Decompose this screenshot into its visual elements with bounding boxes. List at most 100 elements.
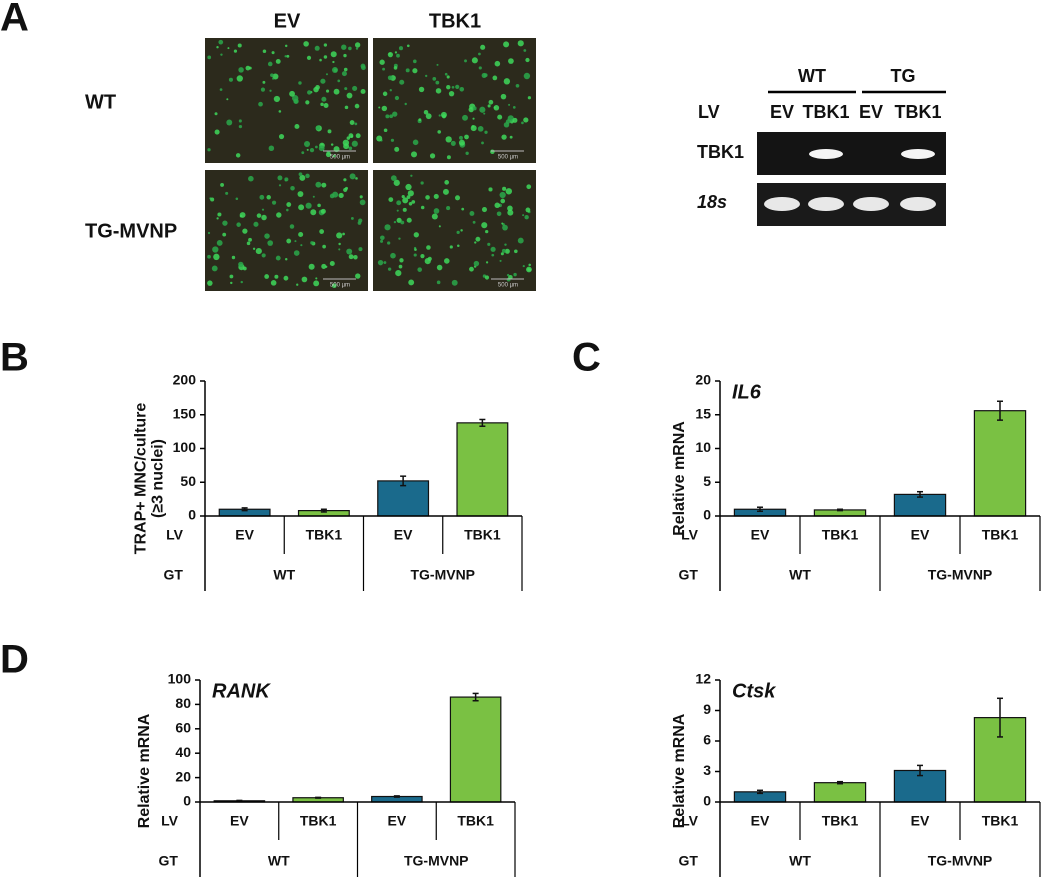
cell xyxy=(436,264,443,271)
cell xyxy=(252,247,256,250)
cell xyxy=(278,110,282,113)
cell xyxy=(503,78,511,85)
cell xyxy=(389,89,392,92)
cell xyxy=(346,248,353,255)
gel-lane: TBK1 xyxy=(894,102,941,122)
group-label: TG-MVNP xyxy=(928,853,993,869)
cell xyxy=(442,188,449,195)
cell xyxy=(379,59,385,65)
cell xyxy=(298,81,302,85)
cell xyxy=(229,274,234,279)
cell xyxy=(298,204,305,211)
cell xyxy=(274,274,279,279)
cell xyxy=(278,184,282,187)
cell xyxy=(464,134,469,140)
cell xyxy=(471,125,475,128)
cell xyxy=(236,75,243,82)
cell xyxy=(310,241,314,245)
cell xyxy=(448,90,455,97)
cell xyxy=(296,283,299,286)
cell xyxy=(298,231,304,238)
cell xyxy=(323,43,328,47)
micrograph xyxy=(205,170,368,291)
cell xyxy=(494,60,501,67)
cell xyxy=(396,209,399,212)
cell xyxy=(418,118,422,122)
cell xyxy=(226,119,233,126)
cell xyxy=(289,90,295,97)
column-label: TBK1 xyxy=(429,10,481,32)
cell xyxy=(357,221,362,225)
cell xyxy=(212,246,219,253)
cell xyxy=(211,265,218,272)
cell xyxy=(413,253,417,257)
cell xyxy=(343,187,348,193)
cell xyxy=(517,237,524,244)
cell xyxy=(321,96,327,102)
cell xyxy=(392,111,398,117)
y-tick-label: 3 xyxy=(703,762,711,778)
cell xyxy=(501,222,504,225)
cell xyxy=(301,151,305,155)
cell xyxy=(286,54,290,58)
cell xyxy=(258,101,263,107)
cell xyxy=(256,213,262,218)
cell xyxy=(444,180,450,185)
gel-band xyxy=(901,149,935,159)
cell xyxy=(383,261,387,264)
cell xyxy=(424,258,431,265)
cell xyxy=(387,241,391,245)
cell xyxy=(338,192,344,199)
y-axis-label: TRAP+ MNC/culture xyxy=(133,403,150,555)
cell xyxy=(320,208,326,214)
cell xyxy=(248,237,252,242)
cell xyxy=(387,52,393,58)
cell xyxy=(408,279,415,286)
cell xyxy=(242,228,248,234)
cell xyxy=(414,248,417,252)
group-label: TG-MVNP xyxy=(404,853,469,869)
cell xyxy=(238,119,242,123)
cell xyxy=(472,106,477,111)
cell xyxy=(504,243,507,246)
cell xyxy=(388,197,394,202)
cell xyxy=(359,195,363,199)
cell xyxy=(378,106,381,109)
cell xyxy=(491,253,495,257)
cell xyxy=(278,133,285,140)
cell xyxy=(320,102,324,107)
cell xyxy=(270,280,277,286)
cell xyxy=(330,51,337,58)
cell xyxy=(449,245,453,249)
cell xyxy=(501,134,507,140)
scale-bar-label: 500 µm xyxy=(498,283,518,289)
cell xyxy=(349,120,355,125)
cell xyxy=(321,182,327,188)
cell xyxy=(344,87,348,91)
cell xyxy=(420,205,425,210)
cell xyxy=(407,190,414,197)
cell xyxy=(501,248,506,253)
cell xyxy=(294,123,300,129)
y-tick-label: 200 xyxy=(173,372,197,388)
cell xyxy=(390,252,396,259)
cell xyxy=(522,214,525,217)
group-label: TG-MVNP xyxy=(928,567,993,583)
bar xyxy=(973,410,1027,517)
cell xyxy=(331,283,337,289)
cell xyxy=(346,92,353,99)
cell xyxy=(355,273,361,279)
x-tick-label: TBK1 xyxy=(464,527,501,543)
cell xyxy=(512,117,518,123)
row-label: LV xyxy=(161,813,179,829)
cell xyxy=(277,175,283,181)
cell xyxy=(444,72,448,76)
gel-group: WT xyxy=(798,66,826,86)
cell xyxy=(336,232,343,239)
y-axis-label: (≥3 nuclei) xyxy=(150,439,167,518)
cell xyxy=(394,146,400,152)
cell xyxy=(342,139,350,146)
cell xyxy=(286,208,289,212)
cell xyxy=(446,155,451,160)
cell xyxy=(231,255,236,260)
